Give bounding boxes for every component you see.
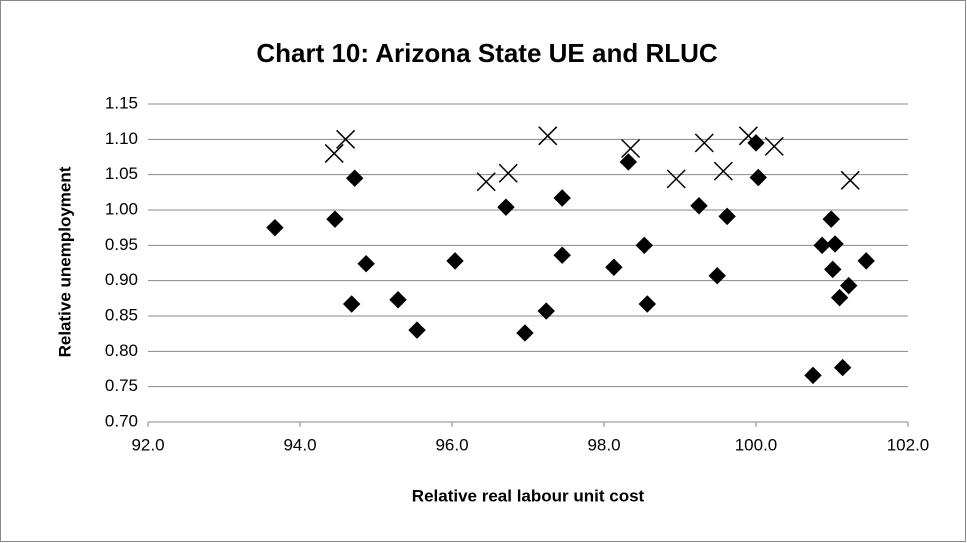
y-tick-label: 0.80 (105, 341, 138, 360)
point (619, 153, 638, 171)
point (690, 197, 708, 215)
y-tick-label: 0.70 (105, 411, 138, 430)
point (713, 161, 733, 181)
point (538, 126, 558, 146)
point (804, 366, 822, 385)
x-tick-label: 102.0 (887, 435, 930, 454)
point (497, 198, 515, 216)
point (346, 169, 364, 187)
chart-title: Chart 10: Arizona State UE and RLUC (256, 38, 718, 68)
y-tick-label: 0.85 (105, 305, 138, 324)
point (605, 258, 623, 276)
point (813, 236, 831, 255)
point (326, 210, 344, 228)
point (516, 324, 534, 342)
y-tick-label: 0.90 (105, 270, 138, 289)
point (708, 267, 726, 285)
point (553, 189, 571, 207)
point (266, 218, 284, 237)
point (718, 207, 736, 226)
point (408, 321, 426, 339)
y-tick-label: 1.15 (105, 93, 138, 112)
point (840, 276, 858, 295)
point (389, 291, 407, 309)
y-tick-label: 1.00 (105, 199, 138, 218)
x-axis-title: Relative real labour unit cost (412, 486, 645, 505)
point (738, 126, 758, 146)
x-tick-label: 94.0 (283, 435, 316, 454)
point (638, 295, 657, 313)
point (498, 163, 518, 183)
point (635, 236, 653, 255)
y-tick-label: 0.75 (105, 376, 138, 395)
point (537, 302, 555, 320)
point (857, 252, 875, 270)
x-tick-label: 100.0 (735, 435, 778, 454)
point (694, 133, 714, 153)
point (342, 295, 361, 313)
x-tick-label: 92.0 (131, 435, 164, 454)
point (830, 288, 849, 307)
y-tick-label: 1.10 (105, 129, 138, 148)
point (553, 246, 571, 264)
y-tick-label: 1.05 (105, 164, 138, 183)
point (764, 136, 784, 156)
point (826, 235, 844, 253)
point (357, 254, 375, 273)
point (446, 252, 464, 270)
x-tick-label: 96.0 (435, 435, 468, 454)
point (833, 358, 852, 377)
point (324, 143, 344, 163)
point (840, 170, 860, 190)
y-axis-title: Relative unemployment (55, 166, 74, 357)
x-tick-label: 98.0 (587, 435, 620, 454)
point (476, 172, 496, 192)
point (749, 168, 767, 187)
point (336, 129, 356, 149)
point (822, 210, 840, 228)
y-tick-label: 0.95 (105, 235, 138, 254)
point (621, 138, 641, 159)
point (824, 260, 842, 279)
point (666, 169, 686, 189)
